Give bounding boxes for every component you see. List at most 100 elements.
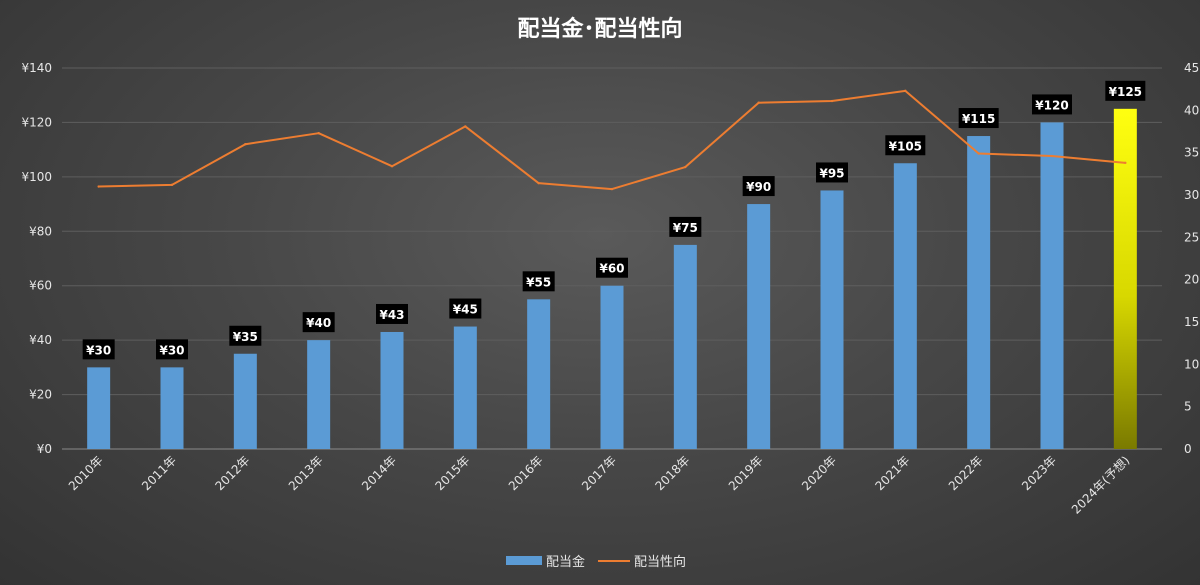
legend: 配当金 配当性向 [506, 554, 686, 570]
data-label-box [669, 216, 702, 237]
data-label: ¥125 [1109, 85, 1142, 99]
bar [820, 190, 844, 449]
x-tick-label: 2019年 [726, 453, 766, 493]
line-point [1050, 154, 1054, 158]
y-left-tick-label: ¥80 [29, 224, 52, 238]
x-tick-label: 2012年 [212, 453, 252, 493]
bar [893, 163, 917, 449]
data-label: ¥115 [962, 112, 995, 126]
x-tick-label: 2023年 [1019, 453, 1059, 493]
bar [233, 353, 257, 449]
data-label-box [229, 325, 262, 346]
y-axis-right: 0 5 10 15 20 25 30 35 40 45 [1184, 61, 1199, 456]
x-tick-label: 2016年 [506, 453, 546, 493]
data-label: ¥40 [306, 316, 331, 330]
data-label-box [376, 303, 408, 324]
legend-swatch-bar [506, 556, 542, 565]
bar [967, 136, 991, 450]
data-label-box [302, 312, 335, 333]
x-tick-label: 2013年 [286, 453, 326, 493]
line-point [97, 185, 100, 188]
y-right-tick-label: 40 [1184, 103, 1199, 117]
y-right-tick-label: 15 [1184, 315, 1199, 329]
data-label: ¥75 [673, 221, 698, 235]
y-left-tick-label: ¥0 [37, 442, 52, 456]
data-label: ¥95 [819, 166, 844, 180]
data-label: ¥35 [233, 330, 258, 344]
bar [87, 367, 111, 449]
bar [380, 331, 404, 449]
data-labels: ¥30 ¥30 ¥35 ¥40 ¥43 ¥45 ¥55 ¥60 ¥75 ¥90 ¥95 ¥105 ¥11… [82, 80, 1146, 360]
line-point [170, 183, 174, 187]
bar-series [87, 108, 1137, 450]
data-label-box [1032, 94, 1072, 115]
x-tick-label: 2021年 [872, 453, 912, 493]
bar [600, 285, 624, 449]
bar [673, 244, 697, 449]
bar [453, 326, 477, 449]
x-tick-label: 2018年 [652, 453, 692, 493]
line-point [757, 101, 760, 104]
bar [527, 299, 551, 449]
line-point [317, 131, 320, 135]
y-right-tick-label: 30 [1184, 188, 1199, 202]
x-tick-label: 2022年 [946, 453, 986, 493]
data-label-box [816, 162, 848, 183]
bar [307, 340, 331, 449]
line-series [97, 89, 1127, 191]
x-axis: 2010年 2011年 2012年 2013年 2014年 2015年 2016年 2017年… [66, 453, 1133, 517]
x-tick-label: 2024年(予想) [1068, 453, 1132, 517]
data-label: ¥45 [453, 303, 478, 317]
line-point [244, 143, 247, 146]
data-label: ¥55 [526, 275, 551, 289]
chart-title: 配当金･配当性向 [517, 16, 682, 42]
data-label-box [522, 271, 555, 292]
data-label: ¥30 [159, 343, 184, 357]
y-left-tick-label: ¥120 [21, 115, 52, 129]
data-label: ¥105 [889, 139, 922, 153]
y-left-tick-label: ¥40 [29, 333, 52, 347]
y-left-tick-label: ¥140 [21, 61, 52, 75]
y-left-tick-label: ¥60 [29, 279, 52, 293]
data-label-box [885, 135, 926, 156]
y-right-tick-label: 20 [1184, 273, 1199, 287]
x-tick-label: 2010年 [66, 453, 106, 493]
data-label-box [596, 257, 628, 278]
y-axis-left: ¥0 ¥20 ¥40 ¥60 ¥80 ¥100 ¥120 ¥140 [21, 61, 52, 456]
data-label: ¥90 [746, 180, 771, 194]
x-tick-label: 2011年 [139, 453, 179, 493]
y-right-tick-label: 10 [1184, 357, 1199, 371]
data-label-box [82, 339, 115, 360]
data-label-box [958, 108, 999, 129]
data-label: ¥60 [599, 262, 624, 276]
data-label-box [1105, 80, 1146, 101]
x-tick-label: 2020年 [799, 453, 839, 493]
data-label: ¥30 [86, 343, 111, 357]
line-point [904, 89, 907, 93]
bar [747, 204, 771, 449]
line-point [464, 125, 467, 128]
y-right-tick-label: 45 [1184, 61, 1199, 75]
x-tick-label: 2015年 [432, 453, 472, 493]
line-point [537, 181, 540, 185]
y-left-tick-label: ¥100 [21, 170, 52, 184]
bar [1113, 108, 1137, 450]
x-tick-label: 2014年 [359, 453, 399, 493]
bar [160, 367, 184, 449]
data-label: ¥120 [1035, 98, 1068, 112]
bar [1040, 122, 1064, 449]
line-point [390, 165, 394, 168]
y-left-tick-label: ¥20 [29, 388, 52, 402]
line-point [830, 99, 834, 103]
line-point [610, 187, 614, 191]
data-label-box [156, 339, 188, 360]
line-point [977, 152, 980, 155]
data-label-box [449, 298, 482, 319]
legend-label: 配当金 [546, 554, 585, 570]
y-right-tick-label: 25 [1184, 230, 1199, 244]
line-point [1124, 161, 1127, 165]
data-label: ¥43 [379, 308, 404, 322]
line-point [684, 165, 687, 169]
y-right-tick-label: 0 [1184, 442, 1192, 456]
